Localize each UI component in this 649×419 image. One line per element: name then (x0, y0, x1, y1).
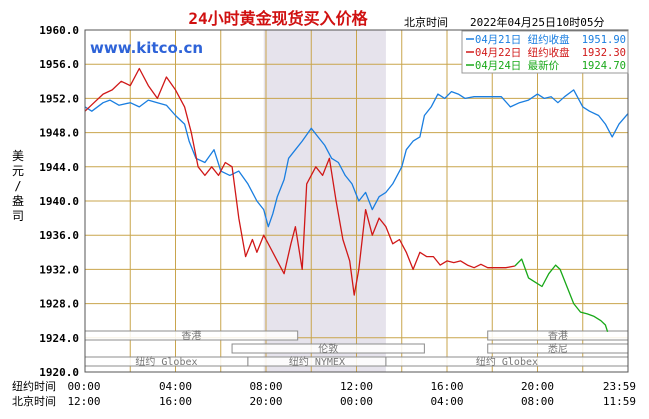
y-axis-label-char: 元 (12, 164, 24, 178)
x-tick-label: 16:00 (430, 380, 463, 393)
y-tick-label: 1948.0 (39, 127, 79, 140)
legend-series-name: 04月21日 纽约收盘 (475, 33, 570, 46)
datetime-value: 2022年04月25日10时05分 (470, 15, 604, 29)
y-axis-label-char: 司 (12, 209, 24, 223)
y-tick-label: 1944.0 (39, 161, 79, 174)
session-label: 伦敦 (318, 342, 338, 355)
y-tick-label: 1956.0 (39, 58, 79, 71)
y-axis-label-char: 美 (12, 149, 24, 163)
y-tick-label: 1924.0 (39, 332, 79, 345)
x-axis-row-label: 北京时间 (12, 394, 56, 408)
legend-series-value: 1951.90 (582, 34, 626, 46)
x-tick-label: 00:00 (67, 380, 100, 393)
x-axis-row-label: 纽约时间 (12, 379, 56, 393)
series-line-1 (84, 89, 629, 228)
x-tick-label: 04:00 (159, 380, 192, 393)
series-line-3 (514, 258, 609, 333)
x-tick-label: 20:00 (521, 380, 554, 393)
x-tick-label: 08:00 (249, 380, 282, 393)
x-tick-label: 20:00 (249, 395, 282, 408)
session-label: 纽约 Globex (135, 355, 197, 368)
axis-layer: 1960.0 1956.0 1952.0 1948.0 1944.0 1940.0 1936… (12, 24, 636, 408)
session-label: 纽约 Globex (476, 355, 538, 368)
grid-layer (85, 30, 628, 372)
legend-series-name: 04月24日 最新价 (475, 59, 560, 72)
legend-box (461, 30, 629, 74)
legend-series-value: 1932.30 (582, 47, 626, 59)
y-tick-label: 1952.0 (39, 92, 79, 105)
datetime-label: 北京时间 (404, 15, 448, 29)
session-label: 香港 (548, 330, 568, 342)
y-tick-label: 1928.0 (39, 298, 79, 311)
x-tick-label: 08:00 (521, 395, 554, 408)
y-tick-label: 1936.0 (39, 229, 79, 242)
x-tick-label: 12:00 (67, 395, 100, 408)
y-tick-label: 1940.0 (39, 195, 79, 208)
y-tick-label: 1960.0 (39, 24, 79, 37)
session-label: 纽约 NYMEX (289, 355, 345, 368)
kitco-watermark: www.kitco.cn (90, 39, 203, 57)
x-tick-label: 23:59 (603, 380, 636, 393)
legend-series-name: 04月22日 纽约收盘 (475, 46, 570, 59)
chart-title: 24小时黄金现货买入价格 (188, 9, 368, 28)
plot-frame (84, 29, 629, 373)
y-tick-label: 1932.0 (39, 263, 79, 276)
series-layer (84, 67, 629, 333)
y-axis-label-char: 盎 (12, 194, 24, 208)
x-tick-label: 16:00 (159, 395, 192, 408)
x-tick-label: 04:00 (430, 395, 463, 408)
legend-series-value: 1924.70 (582, 60, 626, 72)
series-line-2 (84, 67, 516, 296)
session-label: 香港 (181, 330, 201, 342)
y-axis-label: 美元/盎司 (12, 149, 24, 223)
x-tick-label: 12:00 (340, 380, 373, 393)
y-axis-label-char: / (14, 179, 21, 193)
session-label: 悉尼 (548, 343, 568, 355)
x-tick-label: 11:59 (603, 395, 636, 408)
x-tick-label: 00:00 (340, 395, 373, 408)
y-tick-label: 1920.0 (39, 366, 79, 379)
legend: 04月21日 纽约收盘 1951.90 04月22日 纽约收盘 1932.30 04月2… (461, 30, 629, 74)
session-bar (231, 343, 425, 354)
